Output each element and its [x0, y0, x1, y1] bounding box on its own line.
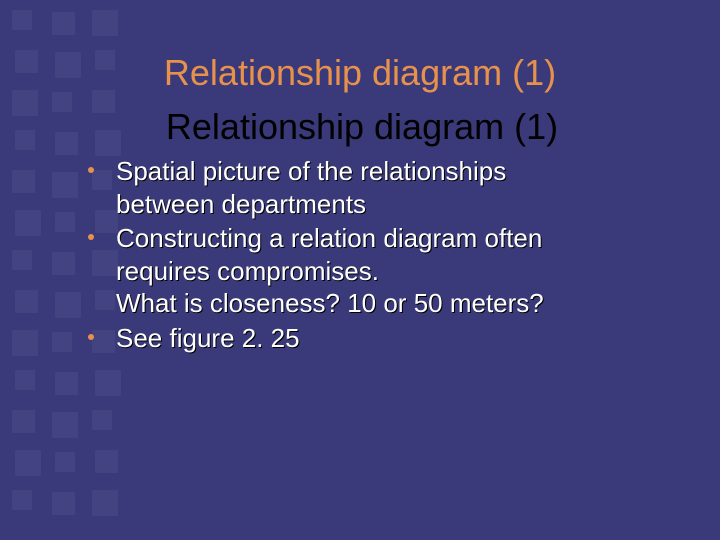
deco-square-icon: [92, 10, 118, 36]
deco-square-icon: [55, 452, 75, 472]
deco-square-icon: [12, 170, 35, 193]
deco-square-icon: [52, 492, 75, 515]
bullet-text: Constructing a relation diagram often re…: [116, 222, 662, 320]
deco-square-icon: [15, 370, 35, 390]
deco-square-icon: [12, 250, 32, 270]
slide: Relationship diagram (1) Relationship di…: [0, 0, 720, 540]
deco-square-icon: [52, 12, 75, 35]
bullet-marker-icon: [88, 334, 94, 340]
deco-square-icon: [52, 172, 78, 198]
slide-title: Relationship diagram (1) Relationship di…: [0, 52, 720, 94]
deco-square-icon: [15, 450, 41, 476]
deco-square-icon: [55, 212, 75, 232]
bullet-list: Spatial picture of the relationships bet…: [82, 155, 662, 356]
bullet-item: Spatial picture of the relationships bet…: [82, 155, 662, 220]
deco-square-icon: [52, 332, 72, 352]
deco-square-icon: [55, 292, 81, 318]
deco-square-icon: [15, 210, 41, 236]
deco-square-icon: [92, 410, 112, 430]
bullet-text: Spatial picture of the relationships bet…: [116, 155, 662, 220]
deco-square-icon: [12, 330, 38, 356]
title-text: Relationship diagram (1): [0, 52, 720, 94]
deco-square-icon: [15, 290, 38, 313]
bullet-marker-icon: [88, 167, 94, 173]
bullet-text: See figure 2. 25: [116, 322, 662, 355]
deco-square-icon: [52, 412, 78, 438]
deco-square-icon: [92, 490, 118, 516]
deco-square-icon: [55, 372, 78, 395]
deco-square-icon: [12, 10, 32, 30]
deco-square-icon: [12, 490, 32, 510]
title-shadow: Relationship diagram (1): [2, 106, 720, 148]
deco-square-icon: [95, 370, 121, 396]
bullet-marker-icon: [88, 234, 94, 240]
deco-square-icon: [52, 252, 75, 275]
bullet-item: See figure 2. 25 See figure 2. 25: [82, 322, 662, 355]
deco-square-icon: [95, 450, 118, 473]
deco-square-icon: [12, 410, 35, 433]
bullet-item: Constructing a relation diagram often re…: [82, 222, 662, 320]
